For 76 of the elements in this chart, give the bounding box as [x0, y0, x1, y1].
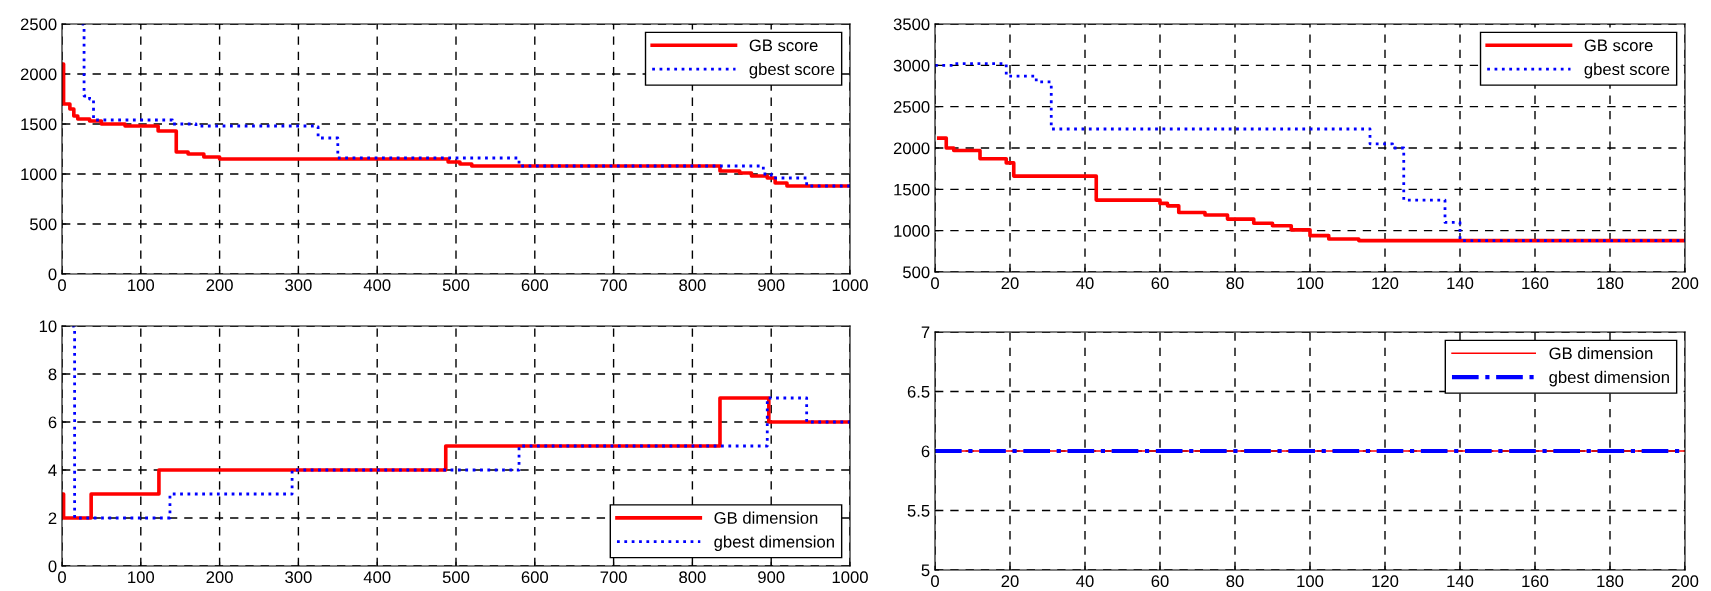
y-tick-label: 5 — [921, 564, 930, 577]
x-tick-label: 120 — [1372, 575, 1399, 588]
y-tick-label: 2500 — [20, 18, 57, 31]
y-tick-label: 6 — [48, 416, 57, 429]
y-tick-label: 2500 — [893, 101, 930, 113]
legend-label: GB dimension — [1549, 347, 1653, 360]
y-tick-label: 1000 — [21, 168, 57, 181]
x-tick-label: 400 — [363, 571, 391, 584]
x-tick-label: 100 — [1297, 575, 1324, 588]
x-tick-label: 300 — [285, 279, 312, 292]
x-tick-label: 100 — [128, 279, 155, 292]
x-tick-label: 100 — [128, 571, 155, 584]
x-tick-label: 200 — [1671, 575, 1699, 588]
y-tick-label: 1500 — [21, 118, 57, 131]
x-tick-label: 400 — [363, 279, 391, 292]
x-tick-label: 500 — [442, 279, 470, 292]
x-tick-label: 180 — [1597, 575, 1624, 588]
x-tick-label: 600 — [521, 279, 549, 292]
y-tick-label: 1500 — [894, 183, 930, 196]
legend-label: gbest score — [1584, 62, 1670, 79]
y-tick-label: 1000 — [894, 225, 930, 237]
x-tick-label: 500 — [442, 571, 470, 584]
x-tick-label: 600 — [521, 571, 549, 584]
x-tick-label: 200 — [206, 279, 233, 292]
y-tick-label: 0 — [48, 268, 57, 281]
y-tick-label: 7 — [921, 326, 930, 339]
y-tick-label: 3500 — [893, 18, 930, 31]
x-tick-label: 180 — [1597, 277, 1624, 290]
x-tick-label: 60 — [1151, 575, 1169, 588]
legend-label: gbest dimension — [1549, 370, 1669, 387]
x-tick-label: 0 — [931, 277, 939, 290]
x-tick-label: 0 — [58, 279, 66, 292]
x-tick-label: 100 — [1297, 277, 1324, 290]
y-tick-label: 0 — [48, 560, 57, 573]
x-tick-label: 80 — [1226, 277, 1244, 290]
x-tick-label: 900 — [758, 279, 785, 292]
x-tick-label: 0 — [931, 575, 939, 588]
y-tick-label: 4 — [48, 464, 57, 477]
legend-label: gbest dimension — [714, 535, 834, 551]
legend-label: GB score — [1584, 39, 1653, 52]
x-tick-label: 900 — [758, 571, 785, 584]
y-tick-label: 6.5 — [907, 385, 930, 398]
y-tick-label: 500 — [30, 218, 57, 231]
x-tick-label: 700 — [600, 279, 627, 292]
x-tick-label: 20 — [1001, 575, 1019, 588]
y-tick-label: 2000 — [893, 142, 930, 155]
legend-label: gbest score — [749, 62, 835, 79]
x-tick-label: 160 — [1522, 575, 1549, 588]
x-tick-label: 1000 — [832, 279, 868, 292]
legend-label: GB dimension — [714, 511, 818, 524]
x-tick-label: 700 — [600, 571, 627, 584]
x-tick-label: 1000 — [832, 571, 868, 584]
x-tick-label: 20 — [1001, 277, 1019, 290]
y-tick-label: 5.5 — [907, 505, 930, 517]
x-tick-label: 40 — [1076, 277, 1094, 290]
x-tick-label: 140 — [1447, 277, 1474, 290]
y-tick-label: 3000 — [893, 59, 930, 72]
y-tick-label: 6 — [921, 445, 930, 458]
x-tick-label: 800 — [679, 279, 706, 292]
y-tick-label: 8 — [48, 368, 57, 381]
y-tick-label: 2 — [48, 512, 57, 525]
y-tick-label: 2000 — [20, 68, 57, 81]
y-tick-label: 10 — [39, 320, 57, 333]
x-tick-label: 200 — [1671, 277, 1699, 290]
x-tick-label: 200 — [206, 571, 233, 584]
x-tick-label: 40 — [1076, 575, 1094, 588]
x-tick-label: 120 — [1372, 277, 1399, 290]
x-tick-label: 160 — [1522, 277, 1549, 290]
x-tick-label: 140 — [1447, 575, 1474, 588]
x-tick-label: 800 — [679, 571, 706, 584]
x-tick-label: 300 — [285, 571, 312, 584]
x-tick-label: 80 — [1226, 575, 1244, 588]
y-tick-label: 500 — [903, 266, 930, 279]
x-tick-label: 0 — [58, 571, 66, 584]
x-tick-label: 60 — [1151, 277, 1169, 290]
legend-label: GB score — [749, 39, 818, 52]
